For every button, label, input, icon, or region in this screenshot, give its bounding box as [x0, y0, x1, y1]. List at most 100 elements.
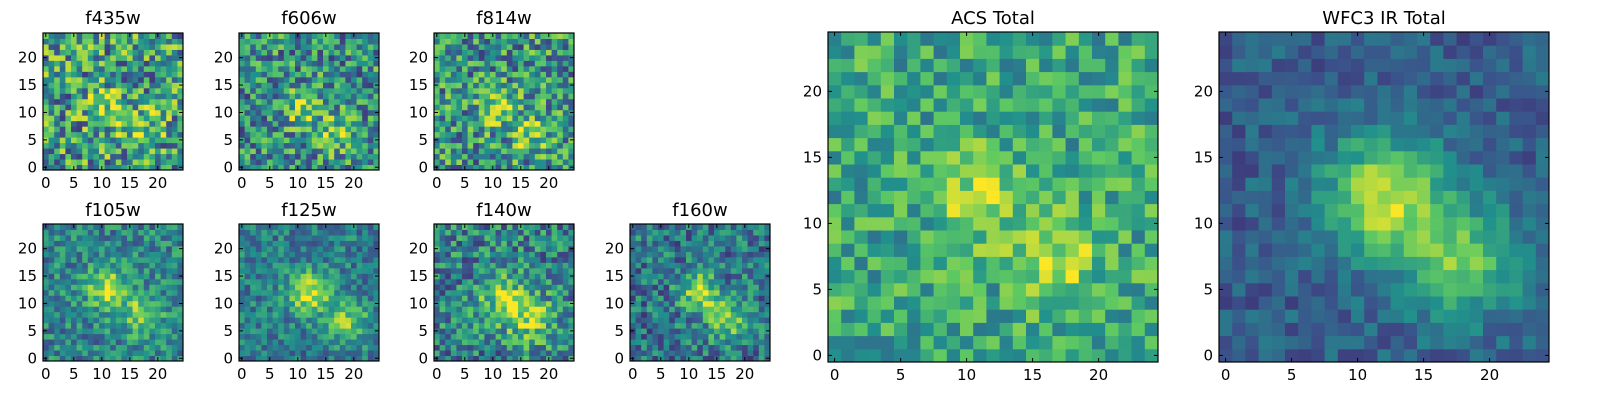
- heatmap-cell: [658, 295, 665, 302]
- heatmap-cell: [110, 355, 117, 362]
- heatmap-cell: [540, 60, 547, 67]
- heatmap-cell: [478, 317, 485, 324]
- heatmap-cell: [562, 60, 569, 67]
- heatmap-cell: [490, 333, 497, 340]
- heatmap-cell: [110, 164, 117, 171]
- heatmap-cell: [311, 71, 318, 78]
- heatmap-cell: [495, 322, 502, 329]
- heatmap-cell: [250, 60, 257, 67]
- heatmap-cell: [300, 71, 307, 78]
- heatmap-cell: [450, 322, 457, 329]
- heatmap-cell: [680, 256, 687, 263]
- heatmap-cell: [1118, 309, 1133, 323]
- heatmap-cell: [373, 262, 380, 269]
- x-tick-label: 0: [41, 365, 51, 383]
- heatmap-cell: [920, 216, 935, 231]
- heatmap-cell: [434, 284, 441, 291]
- heatmap-cell: [478, 306, 485, 313]
- heatmap-cell: [730, 333, 737, 340]
- heatmap-cell: [351, 234, 358, 241]
- heatmap-cell: [736, 355, 743, 362]
- heatmap-cell: [82, 229, 89, 236]
- heatmap-cell: [345, 300, 352, 307]
- heatmap-cell: [339, 355, 346, 362]
- heatmap-cell: [300, 344, 307, 351]
- heatmap-cell: [635, 240, 642, 247]
- heatmap-cell: [155, 333, 162, 340]
- heatmap-cell: [641, 234, 648, 241]
- heatmap-cell: [334, 137, 341, 144]
- heatmap-cell: [255, 109, 262, 116]
- heatmap-cell: [300, 251, 307, 258]
- heatmap-cell: [362, 148, 369, 155]
- heatmap-cell: [255, 344, 262, 351]
- heatmap-cell: [462, 328, 469, 335]
- heatmap-cell: [300, 76, 307, 83]
- heatmap-cell: [512, 49, 519, 56]
- heatmap-cell: [367, 104, 374, 111]
- heatmap-cell: [334, 262, 341, 269]
- heatmap-cell: [317, 344, 324, 351]
- heatmap-cell: [93, 87, 100, 94]
- heatmap-cell: [87, 245, 94, 252]
- heatmap-cell: [506, 38, 513, 45]
- heatmap-cell: [283, 229, 290, 236]
- heatmap-cell: [367, 98, 374, 105]
- heatmap-cell: [110, 137, 117, 144]
- heatmap-cell: [362, 262, 369, 269]
- heatmap-cell: [87, 278, 94, 285]
- heatmap-cell: [267, 87, 274, 94]
- heatmap-cell: [138, 33, 145, 39]
- heatmap-cell: [155, 251, 162, 258]
- heatmap-cell: [506, 87, 513, 94]
- heatmap-cell: [289, 142, 296, 149]
- heatmap-cell: [115, 300, 122, 307]
- y-tick-label: 20: [214, 240, 233, 258]
- heatmap-cell: [568, 126, 575, 133]
- heatmap-cell: [534, 245, 541, 252]
- heatmap-cell: [121, 240, 128, 247]
- heatmap-cell: [328, 234, 335, 241]
- heatmap-cell: [110, 344, 117, 351]
- heatmap-cell: [506, 98, 513, 105]
- heatmap-cell: [894, 190, 908, 205]
- heatmap-cell: [328, 284, 335, 291]
- heatmap-cells: [434, 224, 575, 362]
- heatmap-cell: [540, 267, 547, 274]
- heatmap-cell: [334, 344, 341, 351]
- heatmap-cell: [523, 245, 530, 252]
- heatmap-cell: [747, 234, 754, 241]
- heatmap-cell: [747, 267, 754, 274]
- heatmap-cell: [501, 251, 508, 258]
- heatmap-cell: [177, 267, 184, 274]
- heatmap-cell: [557, 159, 564, 166]
- heatmap-cell: [490, 76, 497, 83]
- heatmap-cell: [1144, 309, 1159, 323]
- heatmap-cell: [501, 289, 508, 296]
- heatmap-cell: [71, 322, 78, 329]
- heatmap-cell: [635, 262, 642, 269]
- heatmap-cell: [736, 284, 743, 291]
- heatmap-cell: [311, 328, 318, 335]
- heatmap-cell: [283, 87, 290, 94]
- heatmap-cell: [702, 300, 709, 307]
- heatmap-cell: [278, 159, 285, 166]
- heatmap-cell: [373, 339, 380, 346]
- x-tick-label: 5: [460, 174, 470, 192]
- heatmap-cell: [557, 333, 564, 340]
- heatmap-cell: [65, 317, 72, 324]
- heatmap-cell: [501, 317, 508, 324]
- heatmap-cell: [334, 76, 341, 83]
- heatmap-cell: [630, 278, 637, 285]
- heatmap-cell: [267, 60, 274, 67]
- heatmap-cell: [356, 284, 363, 291]
- heatmap-cell: [138, 126, 145, 133]
- heatmap-cell: [115, 142, 122, 149]
- heatmap-cell: [534, 148, 541, 155]
- heatmap-cell: [143, 328, 150, 335]
- heatmap-cell: [272, 224, 279, 230]
- heatmap-cell: [339, 131, 346, 138]
- heatmap-cell: [295, 54, 302, 61]
- heatmap-cell: [562, 355, 569, 362]
- heatmap-cell: [434, 65, 441, 72]
